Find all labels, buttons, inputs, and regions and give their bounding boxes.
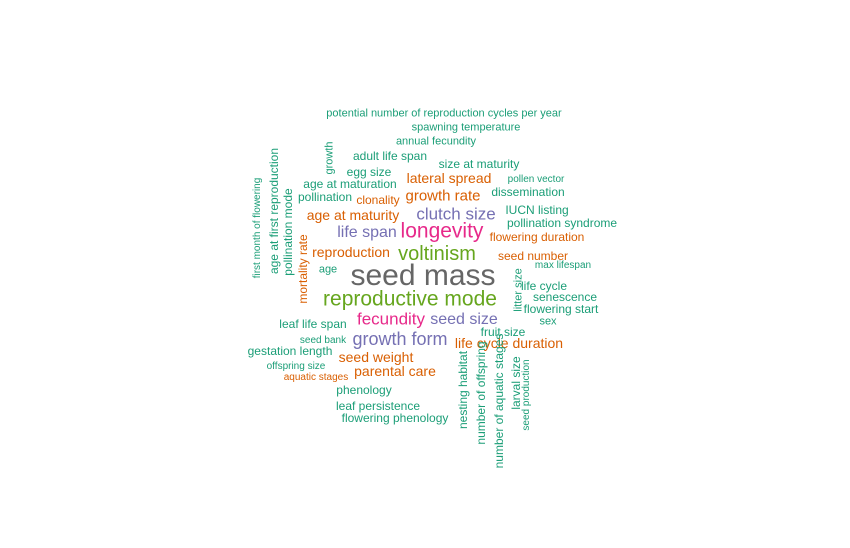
word-number-of-aquatic-stages: number of aquatic stages <box>492 333 506 469</box>
word-sex: sex <box>539 315 557 328</box>
word-clonality: clonality <box>356 193 400 207</box>
word-reproductive-mode: reproductive mode <box>323 287 497 311</box>
word-pollination-mode: pollination mode <box>281 188 295 276</box>
word-clutch-size: clutch size <box>416 204 496 224</box>
word-phenology: phenology <box>336 383 392 397</box>
word-life-span: life span <box>337 224 397 241</box>
word-seed-size: seed size <box>430 311 498 328</box>
word-seed-bank: seed bank <box>299 335 347 346</box>
word-offspring-size: offspring size <box>266 361 326 372</box>
word-iucn-listing: IUCN listing <box>505 203 569 217</box>
word-first-month-of-flowering: first month of flowering <box>252 177 263 279</box>
word-max-lifespan: max lifespan <box>534 260 592 271</box>
word-pollination: pollination <box>297 190 353 204</box>
word-reproduction: reproduction <box>312 244 390 260</box>
word-egg-size: egg size <box>346 165 392 179</box>
word-flowering-duration: flowering duration <box>489 230 585 244</box>
word-nesting-habitat: nesting habitat <box>456 350 470 430</box>
word-fruit-size: fruit size <box>480 325 526 339</box>
word-pollination-syndrome: pollination syndrome <box>506 216 618 230</box>
word-life-cycle: life cycle <box>520 279 568 293</box>
word-age-at-maturation: age at maturation <box>303 177 397 191</box>
word-senescence: senescence <box>532 290 598 304</box>
word-seed-mass: seed mass <box>350 259 496 292</box>
word-potential-number-of-reproduction-cycles-per-year: potential number of reproduction cycles … <box>326 107 562 120</box>
word-fecundity: fecundity <box>356 309 426 329</box>
word-flowering-start: flowering start <box>523 302 599 316</box>
word-lateral-spread: lateral spread <box>406 170 492 186</box>
word-growth: growth <box>323 141 336 175</box>
word-growth-rate: growth rate <box>405 187 481 205</box>
word-age: age <box>318 263 338 276</box>
word-aquatic-stages: aquatic stages <box>283 372 349 383</box>
word-growth-form: growth form <box>352 329 448 349</box>
word-size-at-maturity: size at maturity <box>438 157 520 171</box>
word-gestation-length: gestation length <box>247 344 333 358</box>
word-parental-care: parental care <box>354 363 436 379</box>
word-seed-number: seed number <box>497 249 569 263</box>
word-mortality-rate: mortality rate <box>296 234 310 304</box>
word-voltinism: voltinism <box>398 243 476 265</box>
word-flowering-phenology: flowering phenology <box>341 411 449 425</box>
word-leaf-life-span: leaf life span <box>279 317 347 331</box>
word-leaf-persistence: leaf persistence <box>335 399 421 413</box>
word-adult-life-span: adult life span <box>352 149 428 163</box>
word-annual-fecundity: annual fecundity <box>395 135 477 148</box>
word-life-cycle-duration: life cycle duration <box>454 335 564 351</box>
word-age-at-first-reproduction: age at first reproduction <box>267 147 281 275</box>
word-number-of-offspring: number of offspring <box>474 341 488 445</box>
word-seed-weight: seed weight <box>338 349 414 365</box>
word-seed-production: seed production <box>521 359 532 431</box>
word-spawning-temperature: spawning temperature <box>411 121 521 134</box>
word-age-at-maturity: age at maturity <box>306 207 400 223</box>
word-longevity: longevity <box>400 219 484 243</box>
word-dissemination: dissemination <box>491 185 565 199</box>
word-pollen-vector: pollen vector <box>507 174 565 185</box>
